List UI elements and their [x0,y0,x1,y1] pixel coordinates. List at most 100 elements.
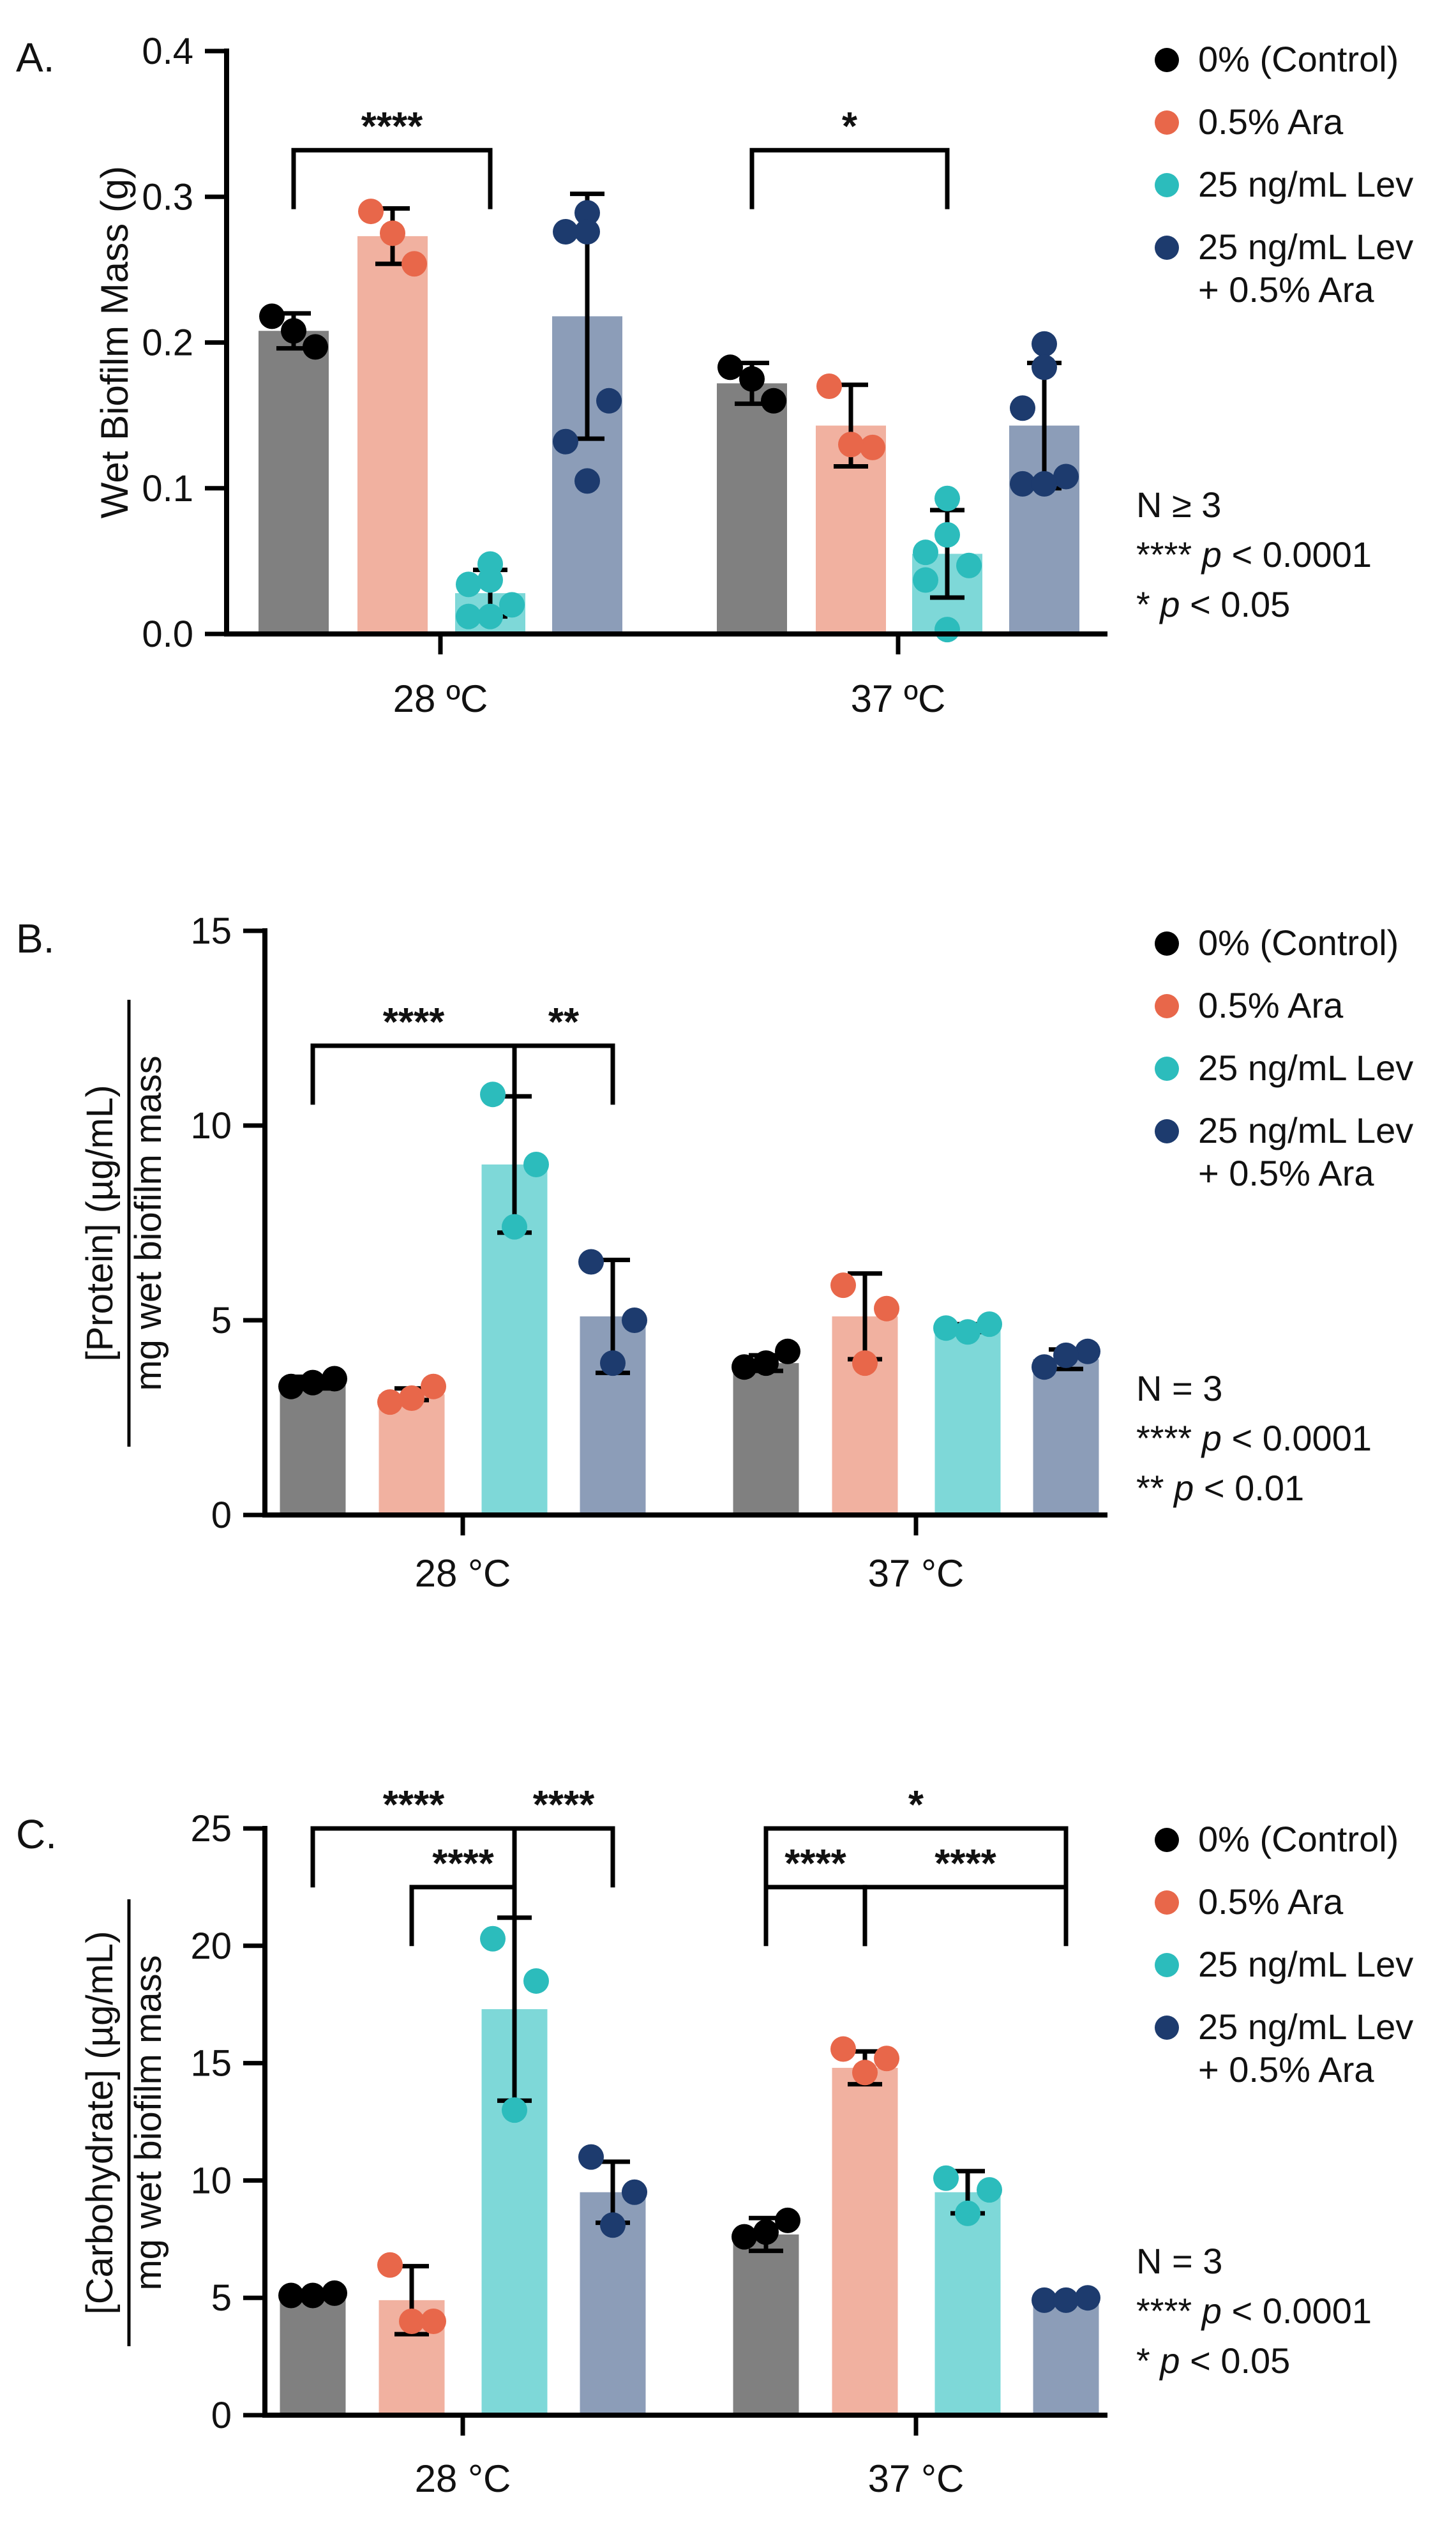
data-point [956,552,982,578]
bar [280,2295,346,2415]
data-point [739,366,765,392]
data-point [574,219,600,245]
stats-stars: * [1136,584,1160,624]
stats-line-2: * p < 0.05 [1136,584,1290,624]
legend-entry: 25 ng/mL Lev [1198,164,1413,204]
data-point [421,2308,446,2334]
data-point [775,1338,800,1364]
significance-bracket [749,147,950,209]
data-point [523,1152,549,1177]
data-point [421,1373,446,1399]
significance-label: **** [432,1842,494,1886]
data-point [523,1968,549,1994]
bar [934,1328,1001,1515]
legend-entry: 0.5% Ara [1198,1881,1344,1922]
bar [934,2192,1001,2415]
data-point [860,434,885,460]
stats-n: N ≥ 3 [1136,485,1221,525]
bar [733,2234,799,2415]
data-point [933,2165,959,2191]
legend-entry: 25 ng/mL Lev [1198,1110,1413,1150]
stats-stars: * [1136,2340,1160,2381]
y-tick-label: 0.3 [142,176,193,218]
data-point [553,219,578,245]
stats-line-2: ** p < 0.01 [1136,1468,1304,1508]
data-point [874,2046,899,2072]
legend-entry: 0% (Control) [1198,1819,1399,1859]
data-point [477,603,503,629]
legend-marker [1155,48,1179,72]
stats-n: N = 3 [1136,2241,1222,2281]
legend-entry: 0.5% Ara [1198,985,1344,1025]
data-point [913,539,938,566]
significance-label: **** [383,1000,445,1044]
y-tick-label: 15 [190,2043,232,2084]
stats-line-1: **** p < 0.0001 [1136,534,1372,575]
significance-bracket [763,1885,867,1947]
bar [259,331,329,634]
data-point [480,1081,506,1108]
data-point [322,2280,347,2306]
data-point [977,2177,1002,2203]
data-point [480,1925,506,1952]
data-point [1053,1342,1079,1368]
data-point [761,388,786,414]
data-point [1032,1354,1057,1380]
y-tick-label: 0 [211,2395,232,2436]
data-point [600,1350,626,1376]
data-point [502,2097,527,2123]
stats-stars: ** [1136,1468,1174,1508]
data-point [1053,463,1079,490]
legend-entry: 25 ng/mL Lev [1198,1944,1413,1984]
data-point [380,220,405,246]
legend-marker [1155,1119,1179,1143]
stats-stars: **** [1136,534,1202,575]
data-point [502,1214,527,1240]
stats-p: p [1201,1418,1222,1458]
y-tick-label: 0.4 [142,31,193,72]
data-point [816,373,842,399]
y-tick-label: 25 [190,1808,232,1850]
y-tick-label: 20 [190,1925,232,1967]
data-point [300,1369,326,1396]
significance-bracket [291,147,493,209]
data-point [838,432,864,458]
data-point [377,2252,403,2278]
data-point [934,617,960,643]
data-point [1032,331,1057,357]
data-point [933,1315,959,1341]
legend-entry: + 0.5% Ara [1198,2049,1374,2090]
chart-panel-2: B. 0 5 10 15 28 °C 37 °C [Protein] (µg/mL) mg we… [16,910,1413,1595]
stats-p: p [1159,584,1180,624]
data-point [852,1350,878,1376]
data-point [732,1354,757,1380]
data-point [622,2179,647,2205]
data-point [553,428,578,455]
y-tick-label: 0.1 [142,468,193,509]
bar [733,1363,799,1515]
data-point [300,2282,326,2309]
significance-bracket [512,1826,615,1888]
y-tick-label: 10 [190,1105,232,1147]
x-category-label: 37 °C [868,1552,964,1595]
data-point [281,318,306,344]
data-point [477,567,503,593]
data-point [830,1272,856,1299]
data-point [358,199,384,225]
stats-line-1: **** p < 0.0001 [1136,2291,1372,2331]
data-point [596,388,622,414]
stats-line-1: **** p < 0.0001 [1136,1418,1372,1458]
legend-entry: + 0.5% Ara [1198,269,1374,310]
significance-bracket [763,1826,1069,1888]
y-axis-label-denominator: mg wet biofilm mass [128,1055,169,1390]
y-axis-label-numerator: [Protein] (µg/mL) [79,1085,121,1361]
data-point [499,592,525,618]
legend-entry: 25 ng/mL Lev [1198,1048,1413,1088]
bar [280,1382,346,1515]
legend-entry: + 0.5% Ara [1198,1153,1374,1193]
stats-threshold: < 0.05 [1180,2340,1291,2381]
panel-label: A. [16,34,54,80]
legend-marker [1155,2016,1179,2040]
data-point [830,2036,856,2062]
